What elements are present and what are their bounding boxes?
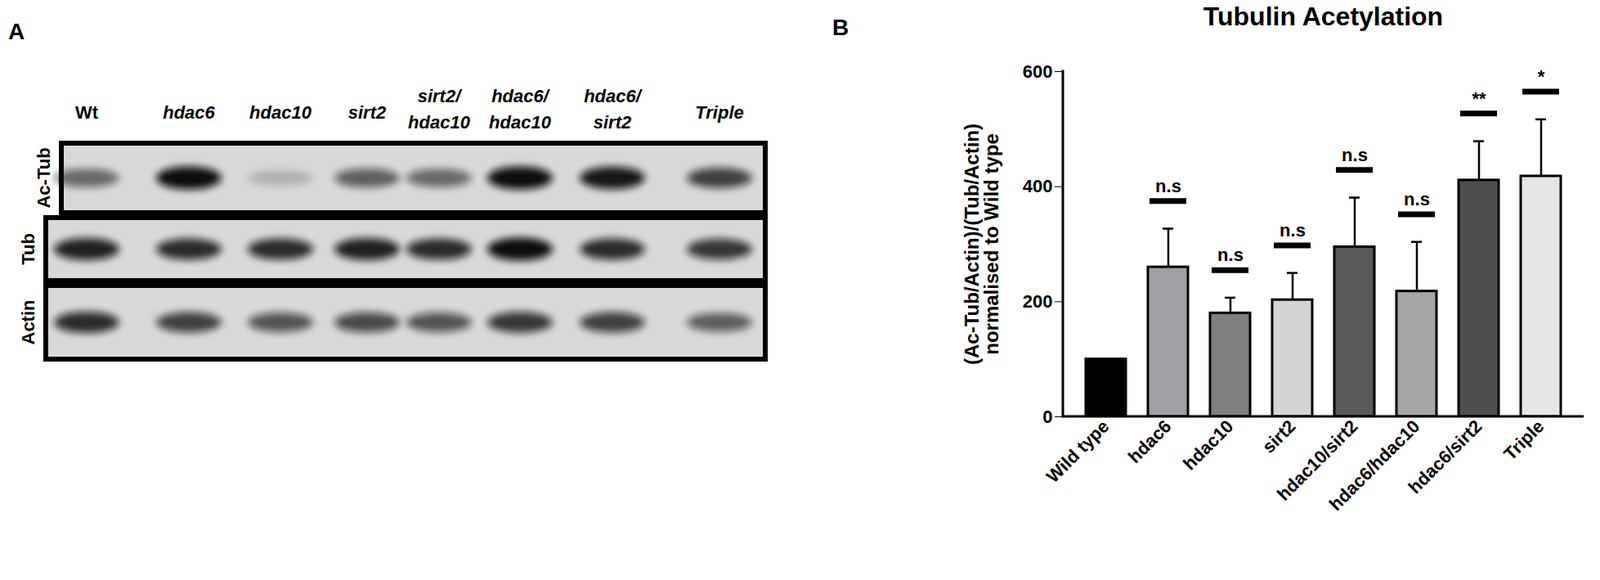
svg-text:(Ac-Tub/Actin)/(Tub/Actin)norm: (Ac-Tub/Actin)/(Tub/Actin)normalised to … [960,123,1003,365]
html-text:Tubulin Acetylation: Tubulin Acetylation [1203,1,1444,32]
svg-text:hdac6/hdac10: hdac6/hdac10 [1325,415,1425,515]
svg-text:A: A [8,18,25,45]
svg-text:Actin: Actin [17,300,39,346]
svg-text:hdac6/sirt2: hdac6/sirt2 [583,85,644,133]
svg-text:600: 600 [1022,61,1054,82]
svg-text:200: 200 [1022,291,1054,312]
svg-text:hdac10/sirt2: hdac10/sirt2 [1272,415,1362,505]
svg-text:*: * [1537,66,1546,87]
svg-text:sirt2: sirt2 [1258,415,1300,458]
svg-text:Wt: Wt [75,102,99,123]
svg-text:hdac10: hdac10 [1178,415,1237,474]
svg-text:sirt2: sirt2 [348,102,387,123]
svg-text:0: 0 [1042,406,1053,427]
html-text:B: B [832,14,849,41]
svg-text:hdac6/hdac10: hdac6/hdac10 [488,85,552,133]
svg-text:n.s: n.s [1279,219,1306,241]
svg-text:Ac-Tub: Ac-Tub [33,147,54,208]
svg-text:hdac10: hdac10 [249,102,313,123]
svg-text:n.s: n.s [1155,175,1182,197]
svg-text:**: ** [1471,88,1487,109]
svg-text:hdac6: hdac6 [1124,415,1176,467]
svg-text:Tub: Tub [17,233,39,265]
svg-text:n.s: n.s [1403,188,1430,210]
svg-text:hdac6/sirt2: hdac6/sirt2 [1404,415,1487,498]
svg-text:n.s: n.s [1217,244,1244,265]
svg-text:n.s: n.s [1341,144,1368,166]
svg-text:Triple: Triple [694,102,744,123]
svg-text:400: 400 [1022,175,1054,197]
svg-text:Triple: Triple [1499,415,1548,464]
svg-text:sirt2/hdac10: sirt2/hdac10 [407,85,471,133]
svg-text:hdac6: hdac6 [162,102,216,123]
svg-text:Wild type: Wild type [1042,415,1114,487]
